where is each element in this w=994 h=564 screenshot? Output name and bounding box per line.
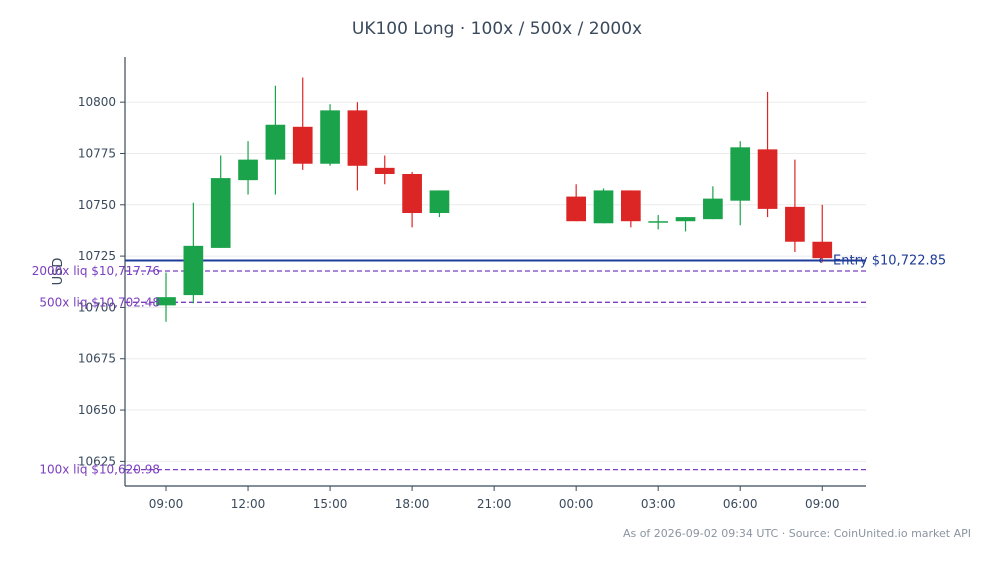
candle-body <box>730 147 751 201</box>
candle <box>292 77 313 170</box>
y-tick-label: 10800 <box>78 95 116 109</box>
candle-body <box>210 178 231 248</box>
y-tick-label: 10625 <box>78 454 116 468</box>
level-labels: ← Entry $10,722.85 2000x liq $10,717.76 50… <box>32 254 946 477</box>
candle-body <box>757 149 778 209</box>
candle <box>183 202 204 304</box>
y-axis-label: USD <box>51 258 66 286</box>
candle-body <box>675 217 696 222</box>
y-tick-label: 10750 <box>78 198 116 212</box>
candle-body <box>703 198 723 220</box>
x-tick-label: 09:00 <box>149 497 184 511</box>
candle-body <box>265 124 286 160</box>
candle <box>210 155 231 248</box>
candle <box>374 155 395 185</box>
candle <box>429 190 450 218</box>
grid-lines <box>125 101 866 462</box>
y-tick-label: 10675 <box>78 352 116 366</box>
candle-body <box>621 190 641 222</box>
candle <box>703 186 723 220</box>
candle-body <box>648 221 669 223</box>
y-tick-label: 10725 <box>78 249 116 263</box>
candle-body <box>156 297 176 306</box>
candle <box>730 141 751 226</box>
candle <box>238 141 258 195</box>
candle <box>265 85 286 195</box>
y-tick-label: 10775 <box>78 146 116 160</box>
candle-body <box>292 126 313 164</box>
candle <box>675 217 696 232</box>
candles <box>156 77 833 322</box>
candle <box>593 188 614 224</box>
candle <box>347 102 368 191</box>
candle <box>785 159 805 252</box>
liq-500x-label: 500x liq $10,702.48 <box>39 295 160 309</box>
candle <box>648 215 669 230</box>
entry-label: ← Entry $10,722.85 <box>818 254 946 269</box>
x-tick-label: 03:00 <box>641 497 676 511</box>
candle-body <box>374 167 395 174</box>
x-tick-label: 18:00 <box>395 497 430 511</box>
x-tick-label: 06:00 <box>723 497 758 511</box>
candle <box>621 190 641 228</box>
x-tick-label: 00:00 <box>559 497 594 511</box>
level-lines <box>125 259 866 471</box>
y-tick-label: 10700 <box>78 300 116 314</box>
candle-body <box>183 245 204 296</box>
liq-2000x-label: 2000x liq $10,717.76 <box>32 264 160 278</box>
candle-body <box>812 241 833 259</box>
y-tick-label: 10650 <box>78 403 116 417</box>
x-tick-label: 15:00 <box>313 497 348 511</box>
source-footer: As of 2026-09-02 09:34 UTC · Source: Coi… <box>622 527 971 540</box>
candle-body <box>320 110 340 164</box>
candle <box>156 272 176 322</box>
candle-body <box>429 190 450 213</box>
candle-body <box>402 174 422 213</box>
x-tick-label: 21:00 <box>477 497 512 511</box>
chart-title: UK100 Long · 100x / 500x / 2000x <box>351 19 643 39</box>
candle <box>757 91 778 218</box>
x-tick-label: 09:00 <box>805 497 840 511</box>
liq-100x-label: 100x liq $10,620.98 <box>39 463 160 477</box>
candle <box>320 104 340 166</box>
candle <box>566 184 587 222</box>
x-tick-label: 12:00 <box>231 497 266 511</box>
candle <box>402 171 422 228</box>
candle-body <box>238 159 258 181</box>
candle-body <box>566 196 587 222</box>
candle-body <box>785 206 805 242</box>
candle-body <box>347 110 368 166</box>
candle <box>812 204 833 263</box>
axes: 10625 10650 10675 10700 10725 10750 10775 10800… <box>51 57 866 511</box>
candle-body <box>593 190 614 224</box>
